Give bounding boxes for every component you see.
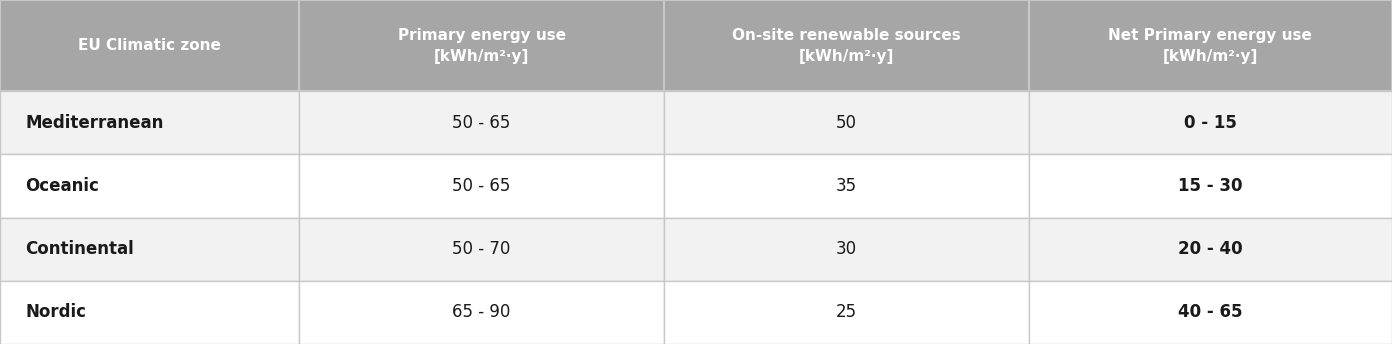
- Text: 20 - 40: 20 - 40: [1178, 240, 1243, 258]
- Bar: [1029, 218, 1392, 281]
- Text: 15 - 30: 15 - 30: [1178, 177, 1243, 195]
- Bar: [299, 154, 664, 217]
- Bar: [1029, 281, 1392, 344]
- Text: 30: 30: [835, 240, 857, 258]
- Text: Oceanic: Oceanic: [25, 177, 99, 195]
- Bar: [1029, 91, 1392, 154]
- Text: 50 - 65: 50 - 65: [452, 177, 511, 195]
- Text: Continental: Continental: [25, 240, 134, 258]
- Text: EU Climatic zone: EU Climatic zone: [78, 38, 221, 53]
- Text: Nordic: Nordic: [25, 303, 86, 321]
- Bar: [299, 91, 664, 154]
- Text: 35: 35: [835, 177, 857, 195]
- Bar: [0, 281, 299, 344]
- Bar: [664, 154, 1029, 217]
- Bar: [664, 91, 1029, 154]
- Text: 25: 25: [835, 303, 857, 321]
- Bar: [664, 281, 1029, 344]
- Text: On-site renewable sources
[kWh/m²·y]: On-site renewable sources [kWh/m²·y]: [732, 28, 960, 64]
- Bar: [0, 0, 299, 91]
- Bar: [664, 218, 1029, 281]
- Text: Mediterranean: Mediterranean: [25, 114, 163, 132]
- Text: 50 - 65: 50 - 65: [452, 114, 511, 132]
- Bar: [0, 218, 299, 281]
- Text: Primary energy use
[kWh/m²·y]: Primary energy use [kWh/m²·y]: [398, 28, 565, 64]
- Bar: [1029, 154, 1392, 217]
- Text: 50: 50: [835, 114, 857, 132]
- Bar: [299, 0, 664, 91]
- Bar: [0, 154, 299, 217]
- Bar: [299, 218, 664, 281]
- Text: 65 - 90: 65 - 90: [452, 303, 511, 321]
- Bar: [299, 281, 664, 344]
- Bar: [0, 91, 299, 154]
- Text: Net Primary energy use
[kWh/m²·y]: Net Primary energy use [kWh/m²·y]: [1108, 28, 1313, 64]
- Text: 40 - 65: 40 - 65: [1178, 303, 1243, 321]
- Bar: [1029, 0, 1392, 91]
- Bar: [664, 0, 1029, 91]
- Text: 50 - 70: 50 - 70: [452, 240, 511, 258]
- Text: 0 - 15: 0 - 15: [1185, 114, 1236, 132]
